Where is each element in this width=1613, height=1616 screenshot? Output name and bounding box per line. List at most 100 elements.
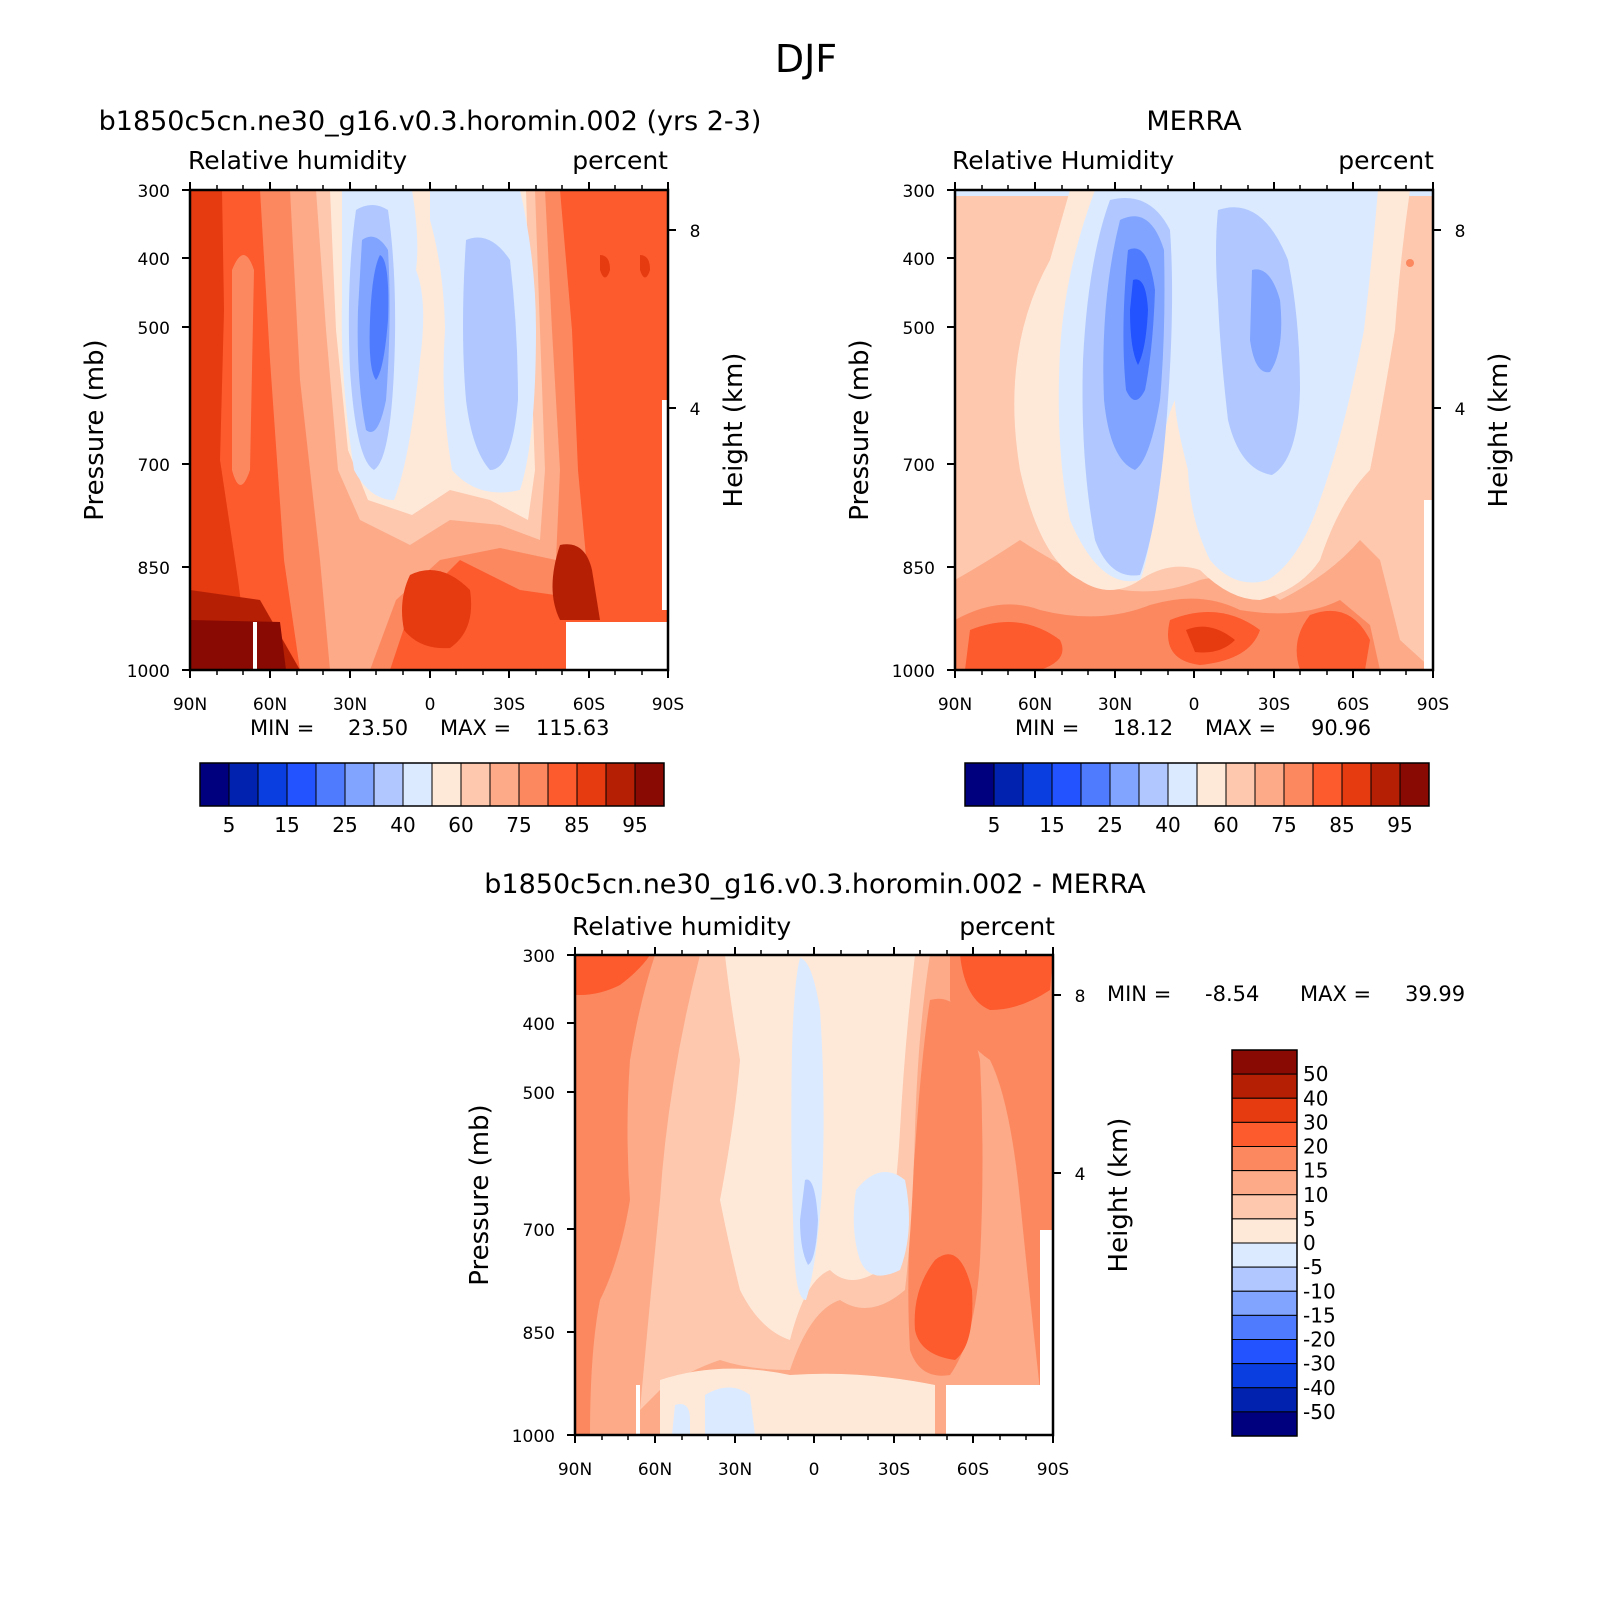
y-tick-label: 300: [523, 947, 555, 967]
panel-title: MERRA: [1146, 106, 1242, 137]
colorbar-swatch: [547, 762, 578, 807]
right-subtitle: percent: [1338, 146, 1434, 175]
y-tick-label: 850: [138, 559, 170, 579]
colorbar-swatch: [1254, 762, 1285, 807]
colorbar-label: 40: [1155, 813, 1180, 837]
colorbar-swatch: [1051, 762, 1082, 807]
colorbar-swatch: [315, 762, 346, 807]
x-tick-labels: 90N 60N 30N 0 30S 60S 90S: [558, 1460, 1069, 1480]
x-tick-label: 0: [425, 695, 436, 715]
y-axis-right-label: Height (km): [1484, 353, 1514, 508]
svg-text:-8.54: -8.54: [1205, 982, 1259, 1006]
colorbar-swatch: [1231, 1049, 1298, 1075]
colorbar-swatch: [1231, 1194, 1298, 1220]
y-tick-label: 300: [903, 182, 935, 202]
colorbar-label: 0: [1303, 1231, 1316, 1255]
colorbar-swatch: [402, 762, 433, 807]
svg-text:MIN =: MIN =: [1107, 982, 1171, 1006]
x-tick-label: 30N: [1098, 695, 1132, 715]
colorbar-label: 95: [622, 813, 647, 837]
colorbar-label: 20: [1303, 1135, 1328, 1159]
colorbar: 5 15 25 40 60 75 85 95: [199, 762, 665, 837]
colorbar-frame: [964, 762, 1430, 807]
colorbar-label: 15: [1303, 1159, 1328, 1183]
colorbar-label: -5: [1303, 1255, 1323, 1279]
colorbar-swatch: [373, 762, 404, 807]
colorbar-swatch: [1231, 1290, 1298, 1316]
x-tick-label: 90S: [1417, 695, 1449, 715]
colorbar-swatch: [1231, 1411, 1298, 1437]
right-subtitle: percent: [572, 146, 668, 175]
colorbar-swatch: [1231, 1242, 1298, 1268]
colorbar-label: 5: [1303, 1207, 1316, 1231]
colorbar-label: 40: [1303, 1086, 1328, 1110]
colorbar-label: 85: [1329, 813, 1354, 837]
x-tick-label: 60N: [253, 695, 287, 715]
stats: MIN = -8.54 MAX = 39.99: [1107, 982, 1465, 1006]
y-right-tick-label: 8: [1455, 222, 1466, 242]
colorbar-swatch: [964, 762, 995, 807]
y-tick-label: 400: [523, 1015, 555, 1035]
svg-text:MAX =: MAX =: [1300, 982, 1371, 1006]
stats: MIN = 18.12 MAX = 90.96: [1015, 716, 1371, 740]
svg-text:MAX =: MAX =: [1205, 716, 1276, 740]
colorbar-label: 25: [332, 813, 357, 837]
colorbar-swatch: [489, 762, 520, 807]
colorbar-swatch: [344, 762, 375, 807]
colorbar-label: 5: [988, 813, 1001, 837]
colorbar-label: 30: [1303, 1110, 1328, 1134]
y-tick-label: 500: [138, 319, 170, 339]
y-tick-label: 850: [523, 1324, 555, 1344]
colorbar-label: 75: [1271, 813, 1296, 837]
colorbar-swatch: [1231, 1146, 1298, 1172]
colorbar-swatch: [634, 762, 665, 807]
colorbar-label: 25: [1097, 813, 1122, 837]
colorbar-frame: [1231, 1049, 1298, 1437]
colorbar-swatch: [1231, 1266, 1298, 1292]
panel-title: b1850c5cn.ne30_g16.v0.3.horomin.002 (yrs…: [99, 106, 762, 137]
panel-obs: MERRA Relative Humidity percent: [845, 106, 1514, 837]
y-right-tick-label: 4: [1075, 1165, 1086, 1185]
colorbar-swatch: [1022, 762, 1053, 807]
svg-text:MIN =: MIN =: [250, 716, 314, 740]
y-tick-label: 700: [523, 1221, 555, 1241]
colorbar-swatch: [605, 762, 636, 807]
x-tick-label: 90S: [652, 695, 684, 715]
colorbar-swatch: [1225, 762, 1256, 807]
x-tick-labels: 90N 60N 30N 0 30S 60S 90S: [173, 695, 684, 715]
y-tick-label: 500: [903, 319, 935, 339]
x-tick-labels: 90N 60N 30N 0 30S 60S 90S: [938, 695, 1449, 715]
y-right-tick-label: 4: [690, 400, 701, 420]
colorbar-swatch: [1283, 762, 1314, 807]
y-tick-label: 500: [523, 1084, 555, 1104]
svg-text:23.50: 23.50: [348, 716, 408, 740]
colorbar-label: -10: [1303, 1279, 1336, 1303]
contour-field: [955, 190, 1433, 670]
colorbar-swatch: [1080, 762, 1111, 807]
panel-title: b1850c5cn.ne30_g16.v0.3.horomin.002 - ME…: [484, 869, 1146, 900]
colorbar-label: -30: [1303, 1352, 1336, 1376]
colorbar-label: 85: [564, 813, 589, 837]
x-tick-label: 0: [809, 1460, 820, 1480]
colorbar-swatch: [993, 762, 1024, 807]
colorbar-swatch: [1231, 1363, 1298, 1389]
colorbar-label: -20: [1303, 1328, 1336, 1352]
colorbar: 5 15 25 40 60 75 85 95: [964, 762, 1430, 837]
y-tick-label: 300: [138, 182, 170, 202]
y-tick-labels: 300 400 500 700 850 1000 8 4: [127, 182, 701, 682]
colorbar-swatch: [1231, 1121, 1298, 1147]
colorbar-swatch: [576, 762, 607, 807]
x-tick-label: 30N: [718, 1460, 752, 1480]
left-subtitle: Relative humidity: [188, 146, 407, 175]
colorbar-swatch: [1231, 1073, 1298, 1099]
colorbar-label: 60: [1213, 813, 1238, 837]
colorbar-label: 10: [1303, 1183, 1328, 1207]
colorbar-swatch: [431, 762, 462, 807]
colorbar-swatch: [1231, 1097, 1298, 1123]
colorbar-swatch: [518, 762, 549, 807]
colorbar-swatch: [1196, 762, 1227, 807]
right-subtitle: percent: [959, 912, 1055, 941]
svg-text:115.63: 115.63: [536, 716, 609, 740]
svg-text:39.99: 39.99: [1405, 982, 1465, 1006]
x-tick-label: 60N: [1018, 695, 1052, 715]
